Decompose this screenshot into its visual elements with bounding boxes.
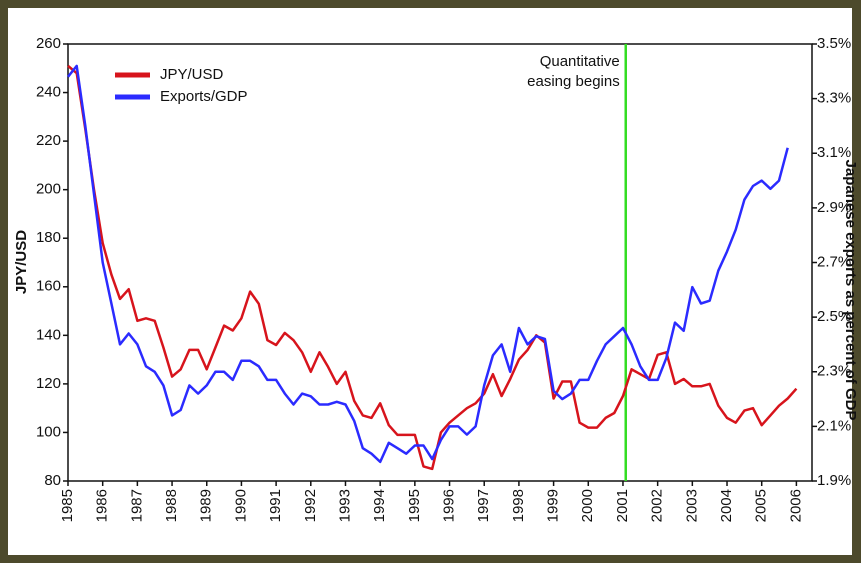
y-axis-label: JPY/USD bbox=[13, 230, 30, 294]
x-tick-label: 2000 bbox=[579, 489, 596, 522]
y2-axis-label: Japanese exports as percent of GDP bbox=[842, 160, 859, 421]
y2-tick-label: 2.9% bbox=[817, 199, 851, 216]
x-tick-label: 2001 bbox=[614, 489, 631, 522]
chart-background bbox=[8, 8, 852, 555]
y-tick-label: 100 bbox=[36, 423, 61, 440]
x-tick-label: 1998 bbox=[510, 489, 527, 522]
y-tick-label: 240 bbox=[36, 84, 61, 101]
x-tick-label: 1990 bbox=[232, 489, 249, 522]
series-line bbox=[67, 64, 798, 471]
y-tick-label: 120 bbox=[36, 375, 61, 392]
y2-tick-label: 2.5% bbox=[817, 308, 851, 325]
y2-tick-label: 2.7% bbox=[817, 253, 851, 270]
x-tick-label: 1999 bbox=[545, 489, 562, 522]
x-tick-label: 1989 bbox=[198, 489, 215, 522]
y2-tick-label: 3.3% bbox=[817, 90, 851, 107]
x-tick-label: 1987 bbox=[128, 489, 145, 522]
x-tick-label: 1995 bbox=[406, 489, 423, 522]
series-line bbox=[67, 64, 789, 464]
x-tick-label: 1996 bbox=[441, 489, 458, 522]
y2-tick-label: 1.9% bbox=[817, 472, 851, 489]
y2-tick-label: 3.1% bbox=[817, 144, 851, 161]
legend-label: JPY/USD bbox=[160, 66, 224, 83]
y-tick-label: 220 bbox=[36, 132, 61, 149]
x-tick-label: 1997 bbox=[475, 489, 492, 522]
y-tick-label: 80 bbox=[44, 472, 61, 489]
legend-label: Exports/GDP bbox=[160, 88, 248, 105]
x-tick-label: 1988 bbox=[163, 489, 180, 522]
y-tick-label: 200 bbox=[36, 181, 61, 198]
x-tick-label: 1986 bbox=[94, 489, 111, 522]
x-tick-label: 1991 bbox=[267, 489, 284, 522]
y-tick-label: 260 bbox=[36, 35, 61, 52]
x-tick-label: 1985 bbox=[59, 489, 76, 522]
y2-tick-label: 2.1% bbox=[817, 417, 851, 434]
x-tick-label: 2004 bbox=[718, 489, 735, 522]
y-tick-label: 140 bbox=[36, 326, 61, 343]
x-tick-label: 2006 bbox=[787, 489, 804, 522]
x-tick-label: 1993 bbox=[336, 489, 353, 522]
annotation: Quantitative bbox=[540, 53, 620, 70]
y-tick-label: 160 bbox=[36, 278, 61, 295]
annotation: easing begins bbox=[527, 73, 620, 90]
y-tick-label: 180 bbox=[36, 229, 61, 246]
y2-tick-label: 3.5% bbox=[817, 35, 851, 52]
x-tick-label: 2002 bbox=[649, 489, 666, 522]
x-tick-label: 2005 bbox=[753, 489, 770, 522]
x-tick-label: 1994 bbox=[371, 489, 388, 522]
y2-tick-label: 2.3% bbox=[817, 363, 851, 380]
x-tick-label: 2003 bbox=[683, 489, 700, 522]
x-tick-label: 1992 bbox=[302, 489, 319, 522]
